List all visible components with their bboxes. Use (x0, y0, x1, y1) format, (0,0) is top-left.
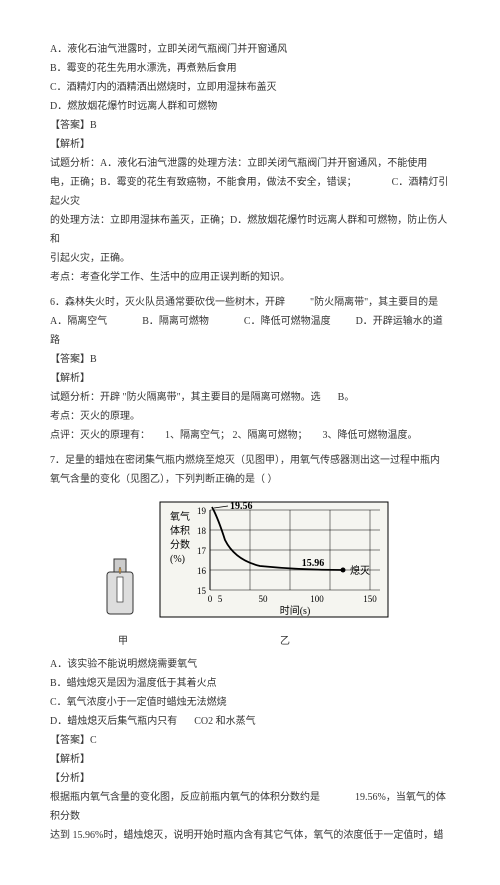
end-label: 熄灭 (350, 564, 370, 577)
t: "防火隔离带"，其主要目的是 (310, 297, 438, 308)
explain-text: 电，正确；B．霉变的花生有致癌物，不能食用，做法不安全，错误； C．酒精灯引起火… (50, 173, 450, 211)
ylab: 体积 (170, 525, 190, 537)
answer-label: 【答案】C (50, 731, 450, 750)
q6-opts: A．隔离空气 B．隔离可燃物 C．降低可燃物温度 D．开辟运输水的道路 (50, 312, 450, 350)
figure: 氧气 体积 分数 (%) 19 18 17 16 15 0 5 50 (50, 497, 450, 651)
ylab: 氧气 (170, 510, 190, 523)
ytick: 18 (197, 526, 207, 536)
explain-text: 试题分析：开辟 "防火隔离带"，其主要目的是隔离可燃物。选 B。 (50, 388, 450, 407)
opt-b: B．霉变的花生先用水漂洗，再煮熟后食用 (50, 59, 450, 78)
chart-svg: 氧气 体积 分数 (%) 19 18 17 16 15 0 5 50 (105, 497, 395, 632)
t: 点评：灭火的原理有： (50, 430, 150, 441)
opt: A．隔离空气 (50, 316, 107, 327)
t: 6．森林失火时，灭火队员通常要砍伐一些树木，开辟 (50, 297, 285, 308)
t: "防火隔离带"，其主要目的是隔离可燃物。选 (123, 392, 321, 403)
opt-d: D．燃放烟花爆竹时远离人群和可燃物 (50, 97, 450, 116)
ylab: (%) (170, 554, 185, 565)
t: A．液化石油气泄露的处理方法：立即关闭气瓶阀门并开窗通风，不能使用 (100, 158, 427, 169)
explain-text: 达到 15.96%时，蜡烛熄灭，说明开始时瓶内含有其它气体，氧气的浓度低于一定值… (50, 826, 450, 845)
t: 2、隔离可燃物； (233, 430, 308, 441)
start-val: 19.56 (230, 501, 253, 512)
explain-text: 考点：灭火的原理。 (50, 407, 450, 426)
end-val: 15.96 (302, 558, 325, 569)
t: B。 (338, 392, 355, 403)
explain-label: 【解析】 (50, 135, 450, 154)
t: 的处理方法：立即用湿抹布盖灭，正确； (50, 215, 230, 226)
cap-right: 乙 (280, 632, 290, 651)
t: 试题分析： (50, 158, 100, 169)
xtick: 100 (310, 594, 324, 604)
cap-left: 甲 (118, 632, 128, 651)
q7: 氧气含量的变化（见图乙），下列判断正确的是（ ） (50, 470, 450, 489)
q7: 7．足量的蜡烛在密闭集气瓶内燃烧至熄灭（见图甲），用氧气传感器测出这一过程中瓶内 (50, 451, 450, 470)
xtick: 5 (218, 594, 223, 604)
explain-label: 【解析】 (50, 750, 450, 769)
chart-box: 氧气 体积 分数 (%) 19 18 17 16 15 0 5 50 (160, 501, 388, 617)
t: CO2 和水蒸气 (194, 716, 255, 727)
explain-text: 考点：考查化学工作、生活中的应用正误判断的知识。 (50, 268, 450, 287)
explain-text: 的处理方法：立即用湿抹布盖灭，正确；D．燃放烟花爆竹时远离人群和可燃物，防止伤人… (50, 211, 450, 249)
bottle-icon (107, 559, 133, 614)
opt-b: B．蜡烛熄灭是因为温度低于其着火点 (50, 674, 450, 693)
ytick: 16 (197, 566, 207, 576)
xtick: 50 (259, 594, 269, 604)
t: 3、降低可燃物温度。 (323, 430, 418, 441)
answer-label: 【答案】B (50, 116, 450, 135)
ytick: 17 (197, 546, 207, 556)
xtick: 0 (208, 594, 213, 604)
opt-d: D．蜡烛熄灭后集气瓶内只有 CO2 和水蒸气 (50, 712, 450, 731)
ytick: 19 (197, 506, 207, 516)
t: 电，正确；B．霉变的花生有致癌物，不能食用，做法不安全，错误； (50, 177, 357, 188)
xlabel: 时间(s) (280, 604, 311, 617)
explain-text: 点评：灭火的原理有： 1、隔离空气； 2、隔离可燃物； 3、降低可燃物温度。 (50, 426, 450, 445)
answer-label: 【答案】B (50, 350, 450, 369)
explain-label: 【解析】 (50, 369, 450, 388)
captions: 甲 乙 (110, 632, 390, 651)
explain-text: 根据瓶内氧气含量的变化图，反应前瓶内氧气的体积分数约是 19.56%，当氧气的体… (50, 788, 450, 826)
t: D．蜡烛熄灭后集气瓶内只有 (50, 716, 177, 727)
t: 1、隔离空气； (165, 430, 230, 441)
opt: B．隔离可燃物 (142, 316, 209, 327)
t: 根据瓶内氧气含量的变化图，反应前瓶内氧气的体积分数约是 (50, 792, 320, 803)
opt-a: A．该实验不能说明燃烧需要氧气 (50, 655, 450, 674)
opt: C．降低可燃物温度 (244, 316, 331, 327)
analysis-label: 【分析】 (50, 769, 450, 788)
explain-text: 引起火灾，正确。 (50, 249, 450, 268)
opt-c: C．氧气浓度小于一定值时蜡烛无法燃烧 (50, 693, 450, 712)
q6: 6．森林失火时，灭火队员通常要砍伐一些树木，开辟 "防火隔离带"，其主要目的是 (50, 293, 450, 312)
explain-text: 试题分析：A．液化石油气泄露的处理方法：立即关闭气瓶阀门并开窗通风，不能使用 (50, 154, 450, 173)
opt-c: C．酒精灯内的酒精洒出燃烧时，立即用湿抹布盖灭 (50, 78, 450, 97)
ytick: 15 (197, 586, 207, 596)
xtick: 150 (363, 594, 377, 604)
opt-a: A．液化石油气泄露时，立即关闭气瓶阀门并开窗通风 (50, 40, 450, 59)
end-point (341, 568, 346, 573)
ylab: 分数 (170, 538, 190, 551)
t: 试题分析：开辟 (50, 392, 120, 403)
